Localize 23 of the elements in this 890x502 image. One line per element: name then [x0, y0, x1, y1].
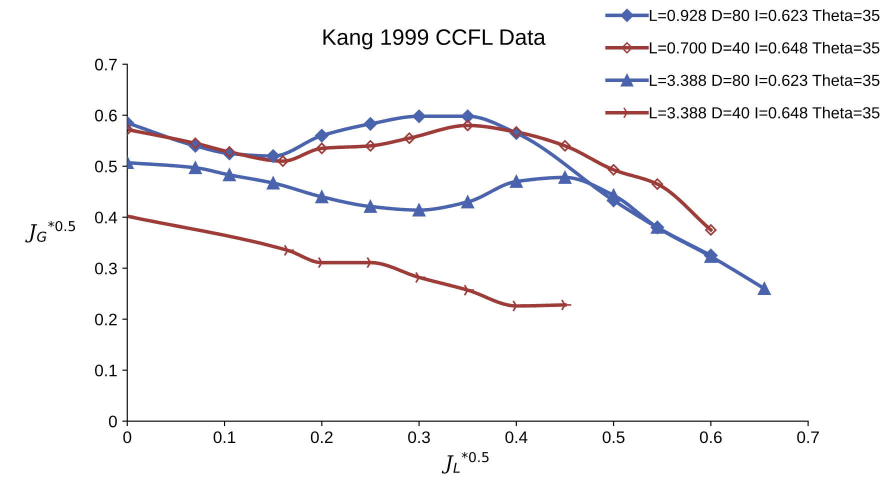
x-tick-label: 0.2 — [310, 431, 333, 444]
y-tick-label: 0.6 — [95, 110, 117, 122]
y-tick-label: 0.3 — [95, 262, 117, 274]
y-axis-title: J$_{G}$$^{*0.5}$ — [25, 220, 76, 243]
x-tick-label: 0.6 — [700, 431, 722, 444]
legend-label: L=0.700 D=40 I=0.648 Theta=35 — [650, 42, 880, 54]
x-tick-label: 0.4 — [505, 431, 528, 444]
x-tick-label: 0.3 — [408, 431, 430, 444]
legend-label: L=0.928 D=80 I=0.623 Theta=35 — [650, 9, 880, 22]
x-tick-label: 0.5 — [602, 431, 624, 444]
x-tick-label: 0 — [123, 431, 132, 444]
y-tick-label: 0.1 — [95, 364, 117, 376]
chart-title: Kang 1999 CCFL Data — [323, 29, 546, 50]
legend-label: L=3.388 D=40 I=0.648 Theta=35 — [650, 106, 880, 118]
y-tick-label: 0.2 — [95, 314, 117, 326]
y-tick-label: 0 — [108, 416, 117, 428]
x-tick-label: 0.1 — [214, 431, 236, 444]
x-axis-title: J$_{L}$$^{*0.5}$ — [442, 452, 489, 474]
y-tick-label: 0.4 — [95, 212, 118, 224]
legend-label: L=3.388 D=80 I=0.623 Theta=35 — [650, 74, 880, 86]
x-tick-label: 0.7 — [797, 431, 819, 444]
y-tick-label: 0.5 — [95, 160, 117, 172]
y-tick-label: 0.7 — [95, 58, 117, 70]
